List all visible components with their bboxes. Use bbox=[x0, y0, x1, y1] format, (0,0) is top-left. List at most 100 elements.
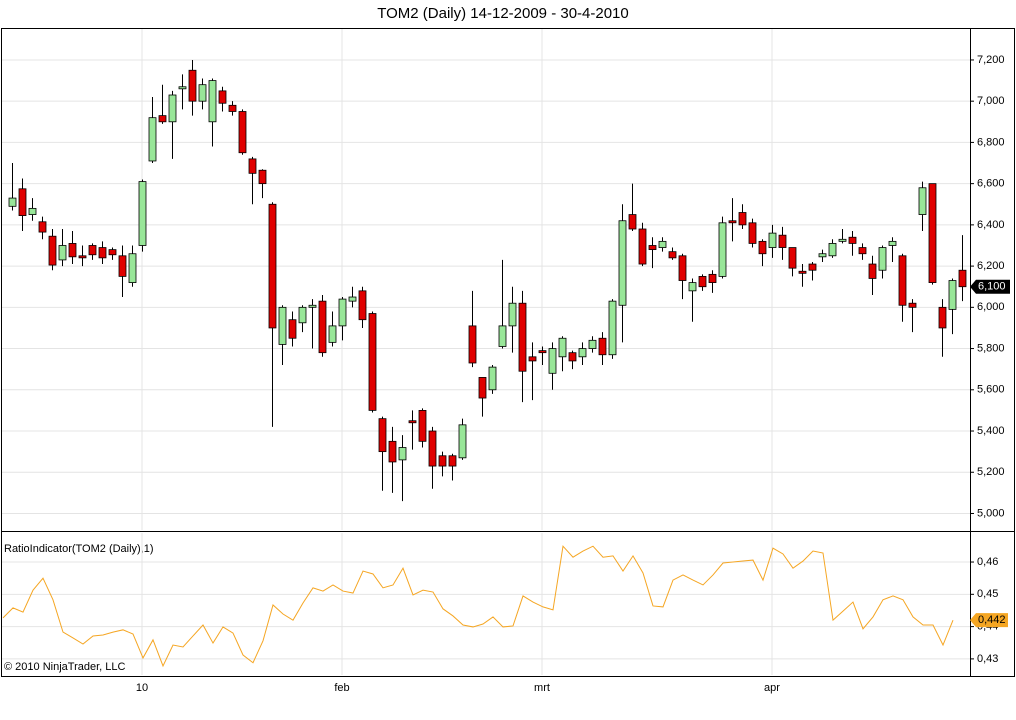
y-tick-label: 0,46 bbox=[977, 556, 998, 568]
candle-body bbox=[928, 183, 937, 283]
x-tick-label: apr bbox=[764, 682, 780, 694]
candle-body bbox=[868, 263, 877, 279]
last-price-tag bbox=[970, 279, 1010, 294]
candle-body bbox=[828, 243, 837, 257]
candle-body bbox=[538, 350, 547, 354]
y-tick-label: 5,600 bbox=[977, 384, 1005, 396]
candle-body bbox=[428, 430, 437, 467]
candle-body bbox=[208, 80, 217, 123]
y-tick-label: 5,000 bbox=[977, 507, 1005, 519]
candle-body bbox=[78, 255, 87, 259]
y-tick-label: 6,200 bbox=[977, 260, 1005, 272]
candle-body bbox=[358, 290, 367, 321]
candle-body bbox=[818, 253, 827, 258]
y-tick-label: 0,45 bbox=[977, 588, 998, 600]
candle-body bbox=[748, 222, 757, 244]
x-tick-label: feb bbox=[334, 682, 349, 694]
candle-body bbox=[858, 247, 867, 255]
candle-body bbox=[48, 235, 57, 266]
candle-body bbox=[708, 273, 717, 283]
candle-body bbox=[898, 255, 907, 306]
candle-body bbox=[948, 280, 957, 310]
candle-body bbox=[148, 117, 157, 162]
x-tick-label: 10 bbox=[136, 682, 148, 694]
candle-body bbox=[848, 236, 857, 244]
candle-body bbox=[478, 377, 487, 399]
candle-body bbox=[248, 158, 257, 174]
y-tick-label: 6,600 bbox=[977, 178, 1005, 190]
candle-body bbox=[28, 207, 37, 215]
candle-body bbox=[468, 325, 477, 364]
candle-body bbox=[528, 356, 537, 362]
candle-body bbox=[518, 302, 527, 372]
candle-body bbox=[338, 298, 347, 327]
chart-title: TOM2 (Daily) 14-12-2009 - 30-4-2010 bbox=[377, 5, 629, 22]
candle-body bbox=[598, 337, 607, 356]
candle-body bbox=[318, 300, 327, 354]
candle-body bbox=[138, 181, 147, 246]
candle-body bbox=[658, 240, 667, 248]
y-tick-label: 5,200 bbox=[977, 466, 1005, 478]
y-tick-label: 6,800 bbox=[977, 136, 1005, 148]
candle-body bbox=[838, 238, 847, 242]
candle-body bbox=[648, 245, 657, 251]
candle-body bbox=[758, 240, 767, 255]
candle-body bbox=[938, 306, 947, 329]
candle-body bbox=[448, 455, 457, 467]
candle-body bbox=[798, 270, 807, 274]
y-tick-label: 5,400 bbox=[977, 425, 1005, 437]
candle-body bbox=[158, 115, 167, 123]
candle-body bbox=[98, 247, 107, 259]
candle-body bbox=[678, 255, 687, 281]
candle-body bbox=[458, 424, 467, 459]
candle-body bbox=[168, 94, 177, 123]
candle-body bbox=[918, 187, 927, 215]
indicator-line bbox=[2, 545, 954, 668]
candle-body bbox=[618, 220, 627, 306]
candle-body bbox=[128, 253, 137, 283]
candle-body bbox=[218, 90, 227, 104]
candle-body bbox=[638, 228, 647, 265]
copyright: © 2010 NinjaTrader, LLC bbox=[4, 661, 125, 673]
y-tick-label: 7,000 bbox=[977, 95, 1005, 107]
y-tick-label: 6,000 bbox=[977, 301, 1005, 313]
candle-body bbox=[488, 366, 497, 391]
candle-body bbox=[498, 325, 507, 347]
candle-body bbox=[788, 247, 797, 269]
candle-body bbox=[108, 249, 117, 256]
candle-body bbox=[878, 247, 887, 271]
y-tick-label: 0,43 bbox=[977, 653, 998, 665]
candle-body bbox=[688, 282, 697, 292]
candle-body bbox=[908, 302, 917, 308]
candle-body bbox=[228, 104, 237, 112]
y-tick-label: 5,800 bbox=[977, 342, 1005, 354]
candle-body bbox=[328, 325, 337, 343]
candle-body bbox=[198, 84, 207, 102]
candle-body bbox=[238, 111, 247, 154]
x-tick-label: mrt bbox=[534, 682, 550, 694]
candle-body bbox=[718, 222, 727, 277]
candle-body bbox=[768, 232, 777, 248]
candle-body bbox=[568, 352, 577, 362]
y-tick-label: 7,200 bbox=[977, 54, 1005, 66]
candle-body bbox=[398, 447, 407, 461]
candle-body bbox=[388, 440, 397, 463]
candle-body bbox=[668, 251, 677, 259]
candle-body bbox=[288, 319, 297, 339]
candle-body bbox=[58, 245, 67, 261]
candle-body bbox=[178, 86, 187, 90]
last-value-tag bbox=[970, 613, 1008, 628]
candle-body bbox=[728, 220, 737, 224]
candle-body bbox=[38, 221, 47, 233]
candle-body bbox=[608, 300, 617, 356]
candle-body bbox=[348, 296, 357, 302]
candle-body bbox=[68, 243, 77, 258]
candle-body bbox=[278, 306, 287, 345]
last-price-label: 6,100 bbox=[978, 281, 1006, 293]
candle-body bbox=[18, 188, 27, 216]
candle-body bbox=[958, 269, 967, 288]
candle-body bbox=[88, 245, 97, 256]
frame bbox=[1, 28, 1015, 677]
candle-body bbox=[118, 255, 127, 277]
candle-body bbox=[778, 234, 787, 248]
